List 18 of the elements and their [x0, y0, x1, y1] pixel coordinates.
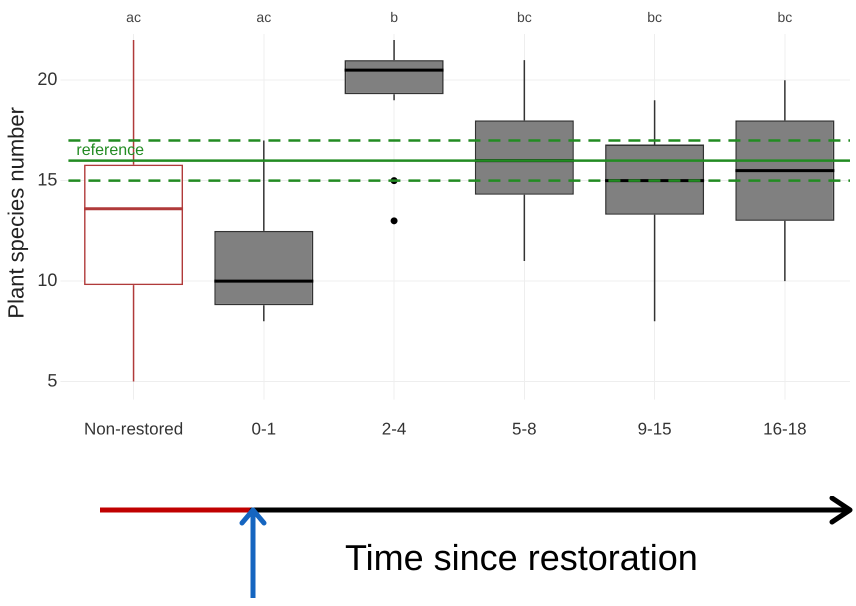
x-tick-label: 2-4 [382, 419, 406, 438]
x-tick-label: 5-8 [512, 419, 537, 438]
y-tick-label: 20 [37, 69, 58, 90]
x-tick-label: 9-15 [638, 419, 672, 438]
y-tick-label: 10 [37, 270, 58, 290]
text: ac [256, 8, 272, 25]
text: bc [516, 8, 532, 25]
text: ac [126, 8, 141, 25]
x-tick-label: Non-restored [84, 419, 184, 438]
text: bc [647, 8, 662, 25]
text: Time since restoration [345, 537, 698, 579]
x-tick-label: 0-1 [252, 419, 276, 438]
x-tick-label: 16-18 [763, 419, 807, 438]
text: bc [777, 8, 792, 25]
y-tick-label: 5 [47, 370, 58, 391]
text: b [390, 8, 398, 25]
y-tick-label: 15 [37, 170, 58, 190]
y-axis-title: Plant species number [3, 107, 28, 319]
